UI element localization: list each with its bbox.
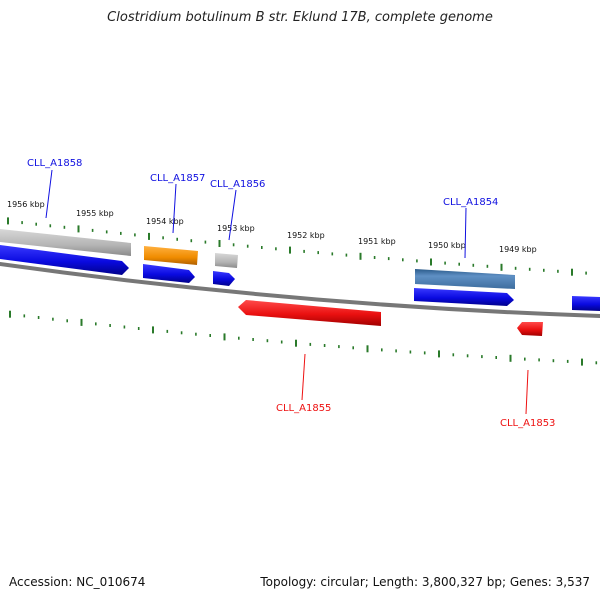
gene-label-cll-a1856[interactable]: CLL_A1856 — [210, 179, 265, 190]
leader-lines — [45, 169, 529, 415]
genome-title: Clostridium botulinum B str. Eklund 17B,… — [107, 10, 493, 25]
scale-label-1952: 1952 kbp — [287, 231, 325, 240]
gene-label-cll-a1855[interactable]: CLL_A1855 — [276, 403, 331, 414]
plus-strand-genes — [0, 245, 600, 311]
gene-label-cll-a1853[interactable]: CLL_A1853 — [500, 418, 555, 429]
scale-label-1953: 1953 kbp — [217, 224, 255, 233]
leader-line-cll-a1857 — [172, 183, 177, 234]
accession-label: Accession: NC_010674 — [9, 575, 146, 589]
gene-arrow-cll-a1853[interactable] — [517, 322, 543, 336]
feature-gray-block-1[interactable] — [0, 229, 131, 256]
gene-arrow-cll-a1855[interactable] — [238, 300, 381, 326]
gene-arrow-cll-a1856[interactable] — [213, 271, 235, 286]
gene-arrow-edge-right[interactable] — [572, 296, 600, 311]
feature-track-upper — [0, 229, 515, 289]
minus-strand-genes — [238, 300, 543, 336]
leader-line-cll-a1858 — [45, 169, 53, 219]
genome-summary: Topology: circular; Length: 3,800,327 bp… — [260, 575, 590, 589]
scale-label-1955: 1955 kbp — [76, 209, 114, 218]
scale-label-1951: 1951 kbp — [358, 237, 396, 246]
feature-gray-block-2[interactable] — [215, 253, 238, 268]
feature-steelblue-block[interactable] — [415, 269, 515, 289]
scale-label-1949: 1949 kbp — [499, 245, 537, 254]
leader-line-cll-a1854 — [464, 207, 467, 259]
leader-line-cll-a1855 — [301, 353, 306, 401]
feature-orange-block[interactable] — [144, 246, 198, 265]
scale-label-1950: 1950 kbp — [428, 241, 466, 250]
scale-label-1956: 1956 kbp — [7, 200, 45, 209]
scale-ticks-inner — [9, 310, 598, 366]
gene-label-cll-a1858[interactable]: CLL_A1858 — [27, 158, 82, 169]
gene-label-cll-a1854[interactable]: CLL_A1854 — [443, 197, 498, 208]
scale-label-1954: 1954 kbp — [146, 217, 184, 226]
gene-arrow-cll-a1854[interactable] — [414, 288, 514, 306]
gene-label-cll-a1857[interactable]: CLL_A1857 — [150, 173, 205, 184]
scale-labels: 1956 kbp 1955 kbp 1954 kbp 1953 kbp 1952… — [7, 200, 537, 254]
genome-backbone — [0, 262, 600, 318]
gene-arrow-cll-a1858[interactable] — [0, 245, 129, 275]
gene-arrow-cll-a1857[interactable] — [143, 264, 195, 283]
scale-ticks-outer — [7, 217, 587, 276]
leader-line-cll-a1856 — [228, 189, 237, 241]
leader-line-cll-a1853 — [525, 369, 529, 415]
gene-labels: CLL_A1858 CLL_A1857 CLL_A1856 CLL_A1854 … — [27, 158, 555, 429]
